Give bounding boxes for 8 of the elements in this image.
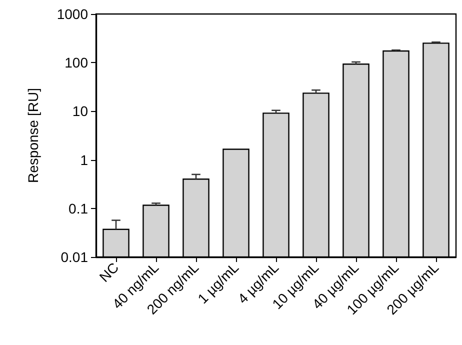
y-tick-label: 1 bbox=[80, 152, 88, 168]
y-tick-label: 100 bbox=[64, 54, 88, 71]
x-tick-label: NC bbox=[96, 259, 122, 285]
y-tick-label: 0.01 bbox=[60, 249, 88, 265]
y-tick-label: 10 bbox=[72, 103, 88, 120]
y-axis-title: Response [RU] bbox=[25, 88, 41, 183]
y-tick-label: 1000 bbox=[56, 6, 88, 22]
y-tick-label: 0.1 bbox=[68, 200, 88, 216]
